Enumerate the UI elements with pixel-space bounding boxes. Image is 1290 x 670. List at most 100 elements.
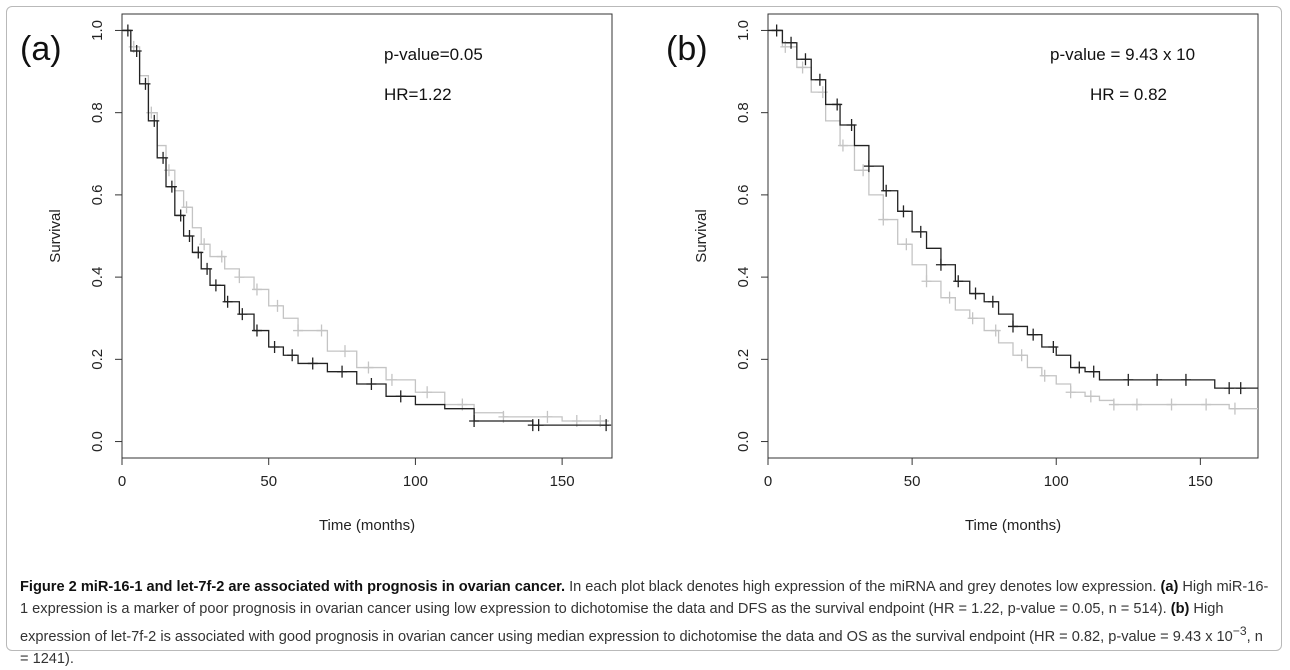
censor-mark — [269, 341, 280, 353]
hr-annotation: HR = 0.82 — [1090, 85, 1167, 104]
censor-mark — [166, 180, 177, 193]
survival-curve-high — [768, 29, 1258, 389]
censor-mark — [990, 324, 1001, 337]
censor-mark — [422, 386, 433, 399]
censor-mark — [210, 279, 221, 292]
censor-mark — [193, 246, 204, 259]
censor-mark — [469, 415, 480, 427]
y-tick-label: 0.6 — [735, 184, 752, 205]
censor-mark — [800, 53, 811, 66]
censor-mark — [122, 24, 133, 37]
caption-text: In each plot black denotes high expressi… — [569, 579, 1157, 595]
caption-a-text: High miR-16-1 expression is a marker of … — [20, 579, 1269, 617]
censor-mark — [251, 283, 262, 296]
censor-mark — [1085, 390, 1096, 403]
censor-mark — [970, 287, 981, 300]
censor-mark — [287, 349, 298, 362]
censor-mark — [140, 77, 151, 90]
censor-mark — [863, 160, 874, 173]
censor-mark — [222, 295, 233, 308]
censor-mark — [1235, 382, 1246, 395]
y-tick-label: 0.4 — [735, 267, 752, 288]
y-tick-label: 1.0 — [89, 20, 106, 41]
censor-mark — [797, 61, 808, 74]
censor-mark — [771, 24, 782, 37]
y-tick-label: 0.0 — [89, 431, 106, 452]
x-tick-label: 50 — [904, 473, 921, 490]
plot-box — [767, 13, 1259, 459]
censor-mark — [199, 238, 210, 251]
y-tick-label: 0.6 — [89, 184, 106, 205]
censor-mark — [1229, 402, 1240, 415]
censor-mark — [944, 291, 955, 304]
caption-label: Figure 2 — [20, 579, 77, 595]
censor-mark — [935, 258, 946, 271]
censor-mark — [158, 151, 169, 164]
censor-mark — [181, 201, 192, 214]
y-tick-label: 0.8 — [89, 102, 106, 123]
censor-mark — [953, 275, 964, 288]
censor-mark — [272, 299, 283, 312]
censor-mark — [366, 378, 377, 390]
censor-mark — [251, 324, 262, 337]
x-tick-label: 150 — [1188, 473, 1213, 490]
plot-box — [121, 13, 613, 459]
x-tick-label: 0 — [118, 473, 126, 490]
hr-annotation: HR=1.22 — [384, 85, 452, 104]
censor-mark — [832, 98, 843, 111]
censor-mark — [149, 114, 160, 127]
censor-mark — [901, 238, 912, 251]
censor-mark — [1008, 320, 1018, 333]
survival-curve-low — [122, 29, 610, 422]
x-tick-label: 50 — [260, 473, 277, 490]
censor-mark — [363, 361, 374, 374]
censor-mark — [915, 225, 926, 238]
censor-mark — [395, 390, 406, 403]
censor-mark — [814, 73, 825, 86]
censor-mark — [1166, 398, 1177, 411]
censor-mark — [1065, 386, 1076, 399]
y-tick-label: 0.2 — [89, 349, 106, 370]
figure-caption: Figure 2 miR-16-1 and let-7f-2 are assoc… — [20, 576, 1274, 670]
censor-mark — [1108, 398, 1119, 411]
censor-mark — [216, 250, 227, 263]
censor-mark — [337, 365, 348, 378]
censor-mark — [1180, 373, 1191, 386]
figure-frame — [6, 6, 1282, 651]
censor-mark — [1201, 398, 1212, 411]
censor-mark — [1028, 328, 1039, 341]
censor-mark — [184, 230, 195, 242]
censor-mark — [1123, 373, 1134, 386]
x-tick-label: 100 — [403, 473, 428, 490]
y-tick-label: 0.8 — [735, 102, 752, 123]
censor-mark — [967, 312, 978, 325]
censor-mark — [533, 419, 544, 432]
y-tick-label: 0.2 — [735, 349, 752, 370]
censor-mark — [881, 184, 892, 197]
x-tick-label: 100 — [1044, 473, 1069, 490]
survival-plot-a: (a) 0 50 100 150 0.0 0.2 0.4 0.6 0.8 1.0 Time (mont… — [20, 13, 613, 534]
censor-mark — [987, 295, 998, 308]
censor-mark — [1048, 341, 1059, 353]
censor-mark — [1224, 382, 1235, 395]
censor-mark — [858, 164, 869, 177]
censor-mark — [293, 324, 304, 337]
censor-mark — [1039, 369, 1050, 382]
censor-mark — [921, 275, 932, 288]
censor-mark — [1016, 349, 1027, 362]
censor-mark — [131, 45, 142, 57]
censor-mark — [1152, 373, 1163, 386]
censor-mark — [386, 373, 397, 386]
censor-mark — [846, 119, 857, 131]
censor-mark — [601, 419, 612, 432]
censor-mark — [237, 308, 248, 321]
censor-mark — [307, 357, 318, 370]
p-value-annotation: p-value = 9.43 x 10 — [1050, 45, 1195, 64]
y-axis-label: Survival — [693, 209, 710, 262]
x-tick-label: 0 — [764, 473, 772, 490]
censor-mark — [1131, 398, 1142, 411]
y-axis-label: Survival — [47, 209, 64, 262]
censor-mark — [837, 139, 848, 152]
x-axis-label: Time (months) — [965, 517, 1061, 534]
x-axis-label: Time (months) — [319, 517, 415, 534]
